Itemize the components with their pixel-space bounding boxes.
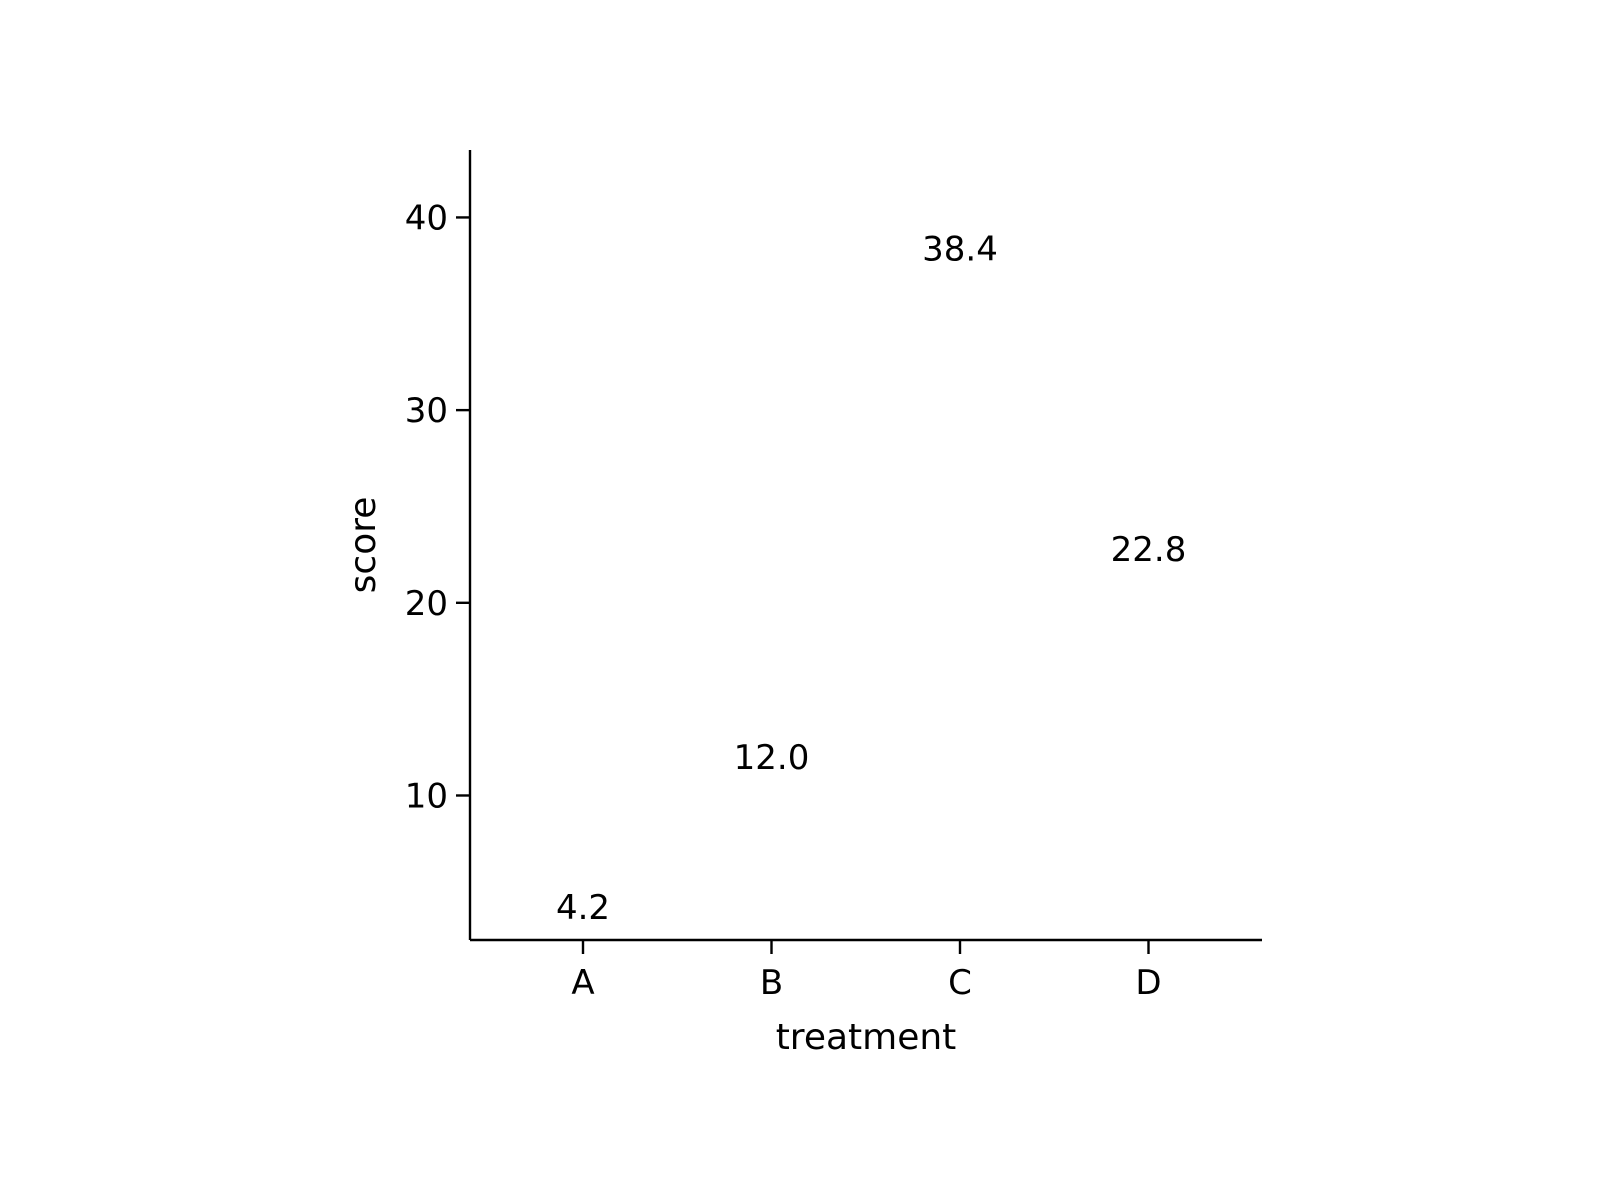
data-point-label: 4.2 <box>556 888 610 928</box>
data-point-label: 12.0 <box>734 738 810 778</box>
x-axis-title: treatment <box>776 1017 957 1058</box>
y-ticks: 10 20 30 40 <box>405 198 470 816</box>
x-tick-label: B <box>760 963 783 1003</box>
y-tick-label: 20 <box>405 584 448 624</box>
y-axis-title: score <box>343 497 384 594</box>
data-labels: 4.2 12.0 38.4 22.8 <box>556 229 1186 928</box>
y-tick-label: 10 <box>405 776 448 816</box>
y-tick-label: 30 <box>405 391 448 431</box>
plot-area: 10 20 30 40 A B C D 4.2 12.0 38.4 22.8 <box>405 150 1262 1003</box>
x-tick-label: D <box>1135 963 1161 1003</box>
data-point-label: 22.8 <box>1111 530 1187 570</box>
x-tick-label: C <box>948 963 972 1003</box>
data-point-label: 38.4 <box>922 229 998 269</box>
y-tick-label: 40 <box>405 198 448 238</box>
x-ticks: A B C D <box>571 940 1162 1003</box>
x-tick-label: A <box>571 963 594 1003</box>
